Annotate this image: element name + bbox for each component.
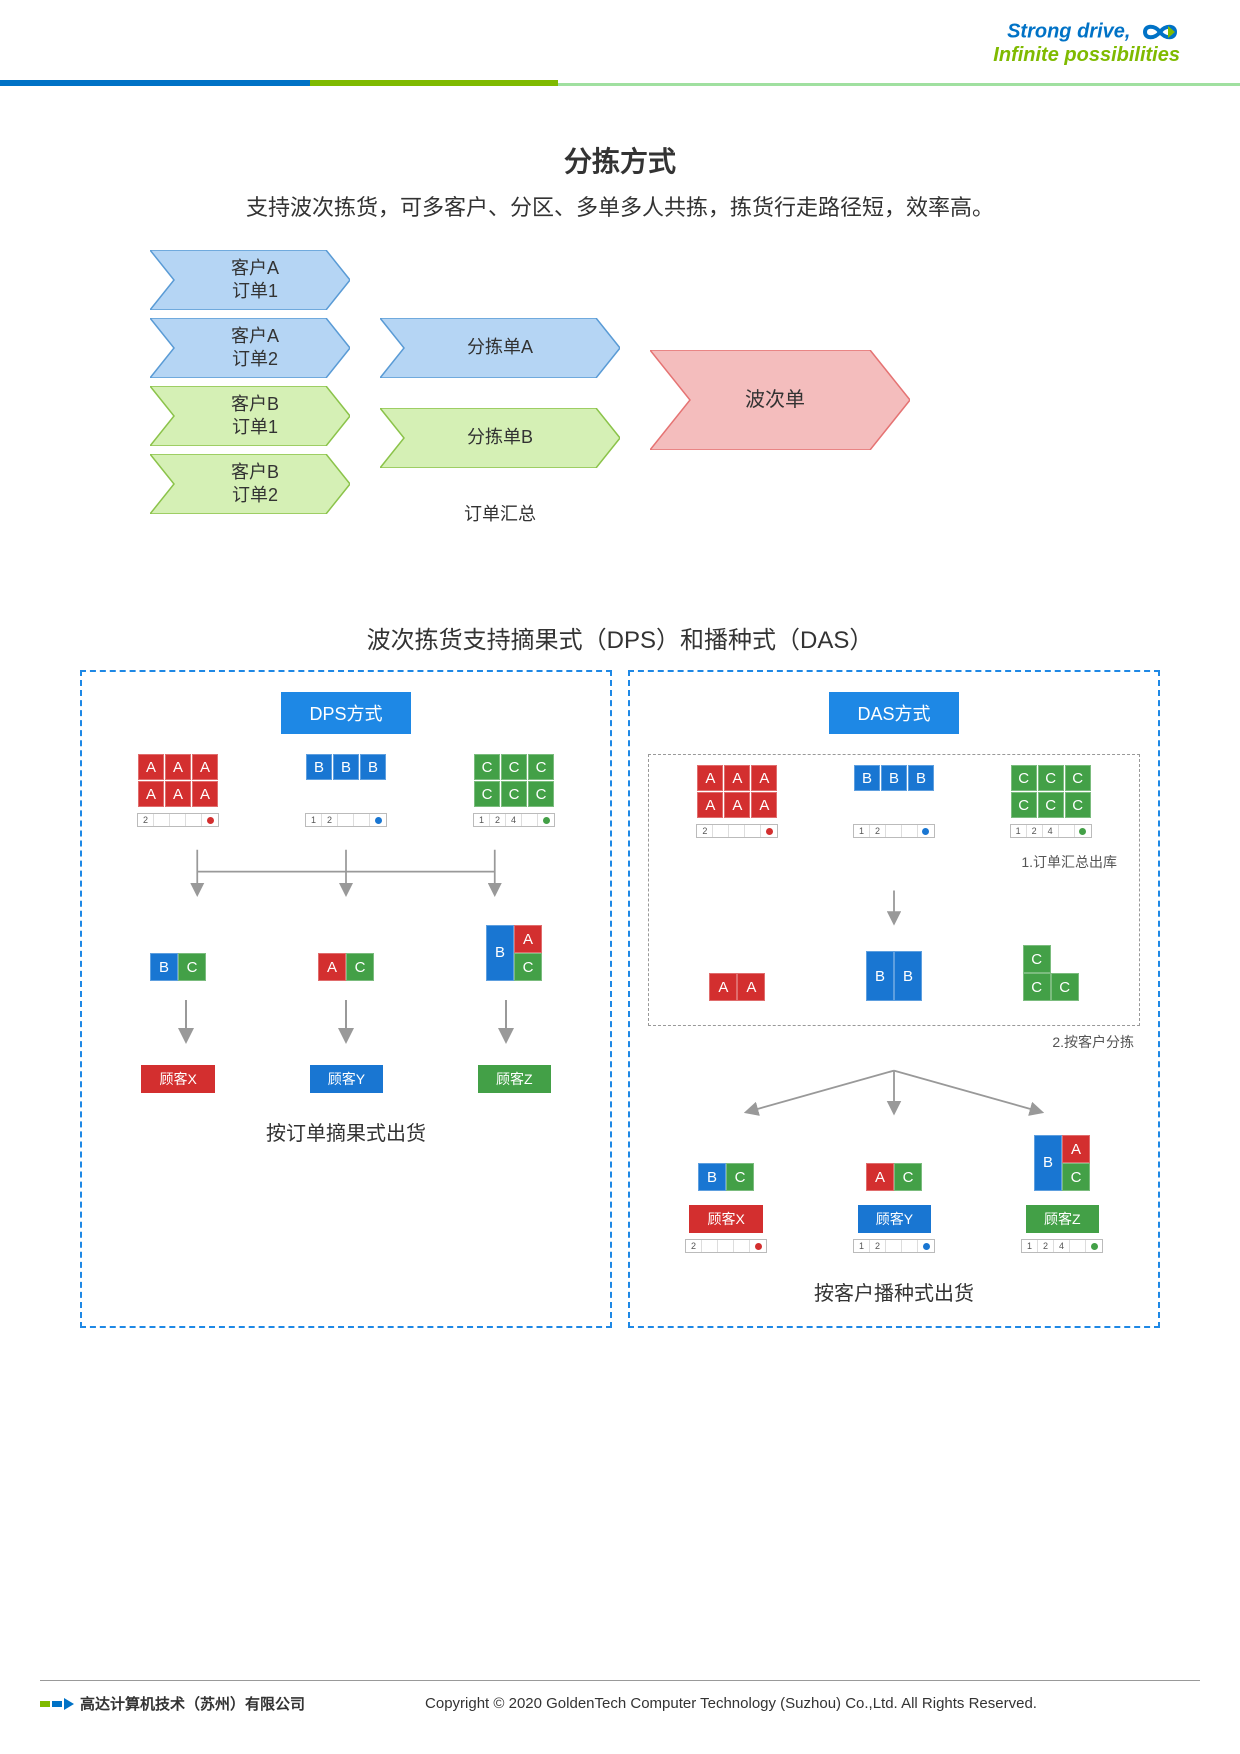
- flow-col1-3: 客户B订单2: [150, 454, 350, 514]
- bin-C: CCCCCC: [1011, 765, 1091, 818]
- indicator-strip: 12: [853, 824, 935, 838]
- flow-col2-1: 分拣单B: [380, 408, 620, 468]
- das-arrows-fan: [642, 1066, 1146, 1121]
- indicator-strip: 12: [305, 813, 387, 827]
- combo: B C: [150, 925, 206, 981]
- das-note1: 1.订单汇总出库: [659, 852, 1117, 872]
- combo: A C: [318, 953, 374, 981]
- das-panel: DAS方式AAAAAABBBCCCCCC2121241.订单汇总出库 AABBC…: [628, 670, 1160, 1328]
- bin-A: AAAAAA: [138, 754, 218, 807]
- footer-copyright: Copyright © 2020 GoldenTech Computer Tec…: [425, 1695, 1037, 1712]
- das-arrow-1: [659, 886, 1129, 931]
- indicator-strip: 2: [685, 1239, 767, 1253]
- customer-顾客X: 顾客X: [141, 1065, 214, 1093]
- dps-header: DPS方式: [281, 692, 411, 734]
- flow-col1-0: 客户A订单1: [150, 250, 350, 310]
- combo: B A C: [1034, 1135, 1090, 1191]
- customer-顾客Z: 顾客Z: [1026, 1205, 1099, 1233]
- customer-顾客Y: 顾客Y: [858, 1205, 931, 1233]
- bin-C: CCCCCC: [474, 754, 554, 807]
- page-footer: 高达计算机技术（苏州）有限公司 Copyright © 2020 GoldenT…: [40, 1680, 1200, 1714]
- das-note2: 2.按客户分拣: [642, 1032, 1134, 1052]
- indicator-strip: 2: [137, 813, 219, 827]
- page-subtitle: 支持波次拣货，可多客户、分区、多单多人共拣，拣货行走路径短，效率高。: [0, 190, 1240, 222]
- panels: DPS方式 AAAAAA BBB CCCCCC 2 12 124 B C A C B A C…: [80, 670, 1160, 1328]
- header-slogan: Strong drive, Infinite possibilities: [993, 20, 1180, 67]
- flow-col2-0: 分拣单A: [380, 318, 620, 378]
- flow-col3: 波次单: [650, 350, 910, 450]
- das-footer: 按客户播种式出货: [642, 1277, 1146, 1306]
- customer-顾客Y: 顾客Y: [310, 1065, 383, 1093]
- indicator-strip: 124: [1021, 1239, 1103, 1253]
- indicator-strip: 2: [696, 824, 778, 838]
- flow-col1-2: 客户B订单1: [150, 386, 350, 446]
- bin-A: AAAAAA: [697, 765, 777, 818]
- das-stage1: AAAAAABBBCCCCCC2121241.订单汇总出库 AABBCCC: [648, 754, 1140, 1026]
- dps-arrows-2: [94, 995, 598, 1055]
- flow-col1-1: 客户A订单2: [150, 318, 350, 378]
- indicator-strip: 124: [1010, 824, 1092, 838]
- customer-顾客Z: 顾客Z: [478, 1065, 551, 1093]
- header-bar: [0, 80, 1240, 86]
- page-title: 分拣方式: [0, 140, 1240, 180]
- bin-B: BBB: [306, 754, 386, 807]
- indicator-strip: 12: [853, 1239, 935, 1253]
- dps-footer: 按订单摘果式出货: [94, 1117, 598, 1146]
- das-header: DAS方式: [829, 692, 959, 734]
- customer-顾客X: 顾客X: [689, 1205, 762, 1233]
- mid-title: 波次拣货支持摘果式（DPS）和播种式（DAS）: [0, 620, 1240, 655]
- bin-B: BBB: [854, 765, 934, 818]
- dps-panel: DPS方式 AAAAAA BBB CCCCCC 2 12 124 B C A C B A C…: [80, 670, 612, 1328]
- combo: B A C: [486, 925, 542, 981]
- flow-col2-caption: 订单汇总: [380, 500, 620, 526]
- combo: B C: [698, 1135, 754, 1191]
- combo: A C: [866, 1163, 922, 1191]
- indicator-strip: 124: [473, 813, 555, 827]
- footer-logo: 高达计算机技术（苏州）有限公司: [40, 1693, 305, 1714]
- flow-diagram: 客户A订单1 客户A订单2 客户B订单1 客户B订单2 分拣单A 分拣单B 订单汇…: [120, 250, 1120, 570]
- dps-arrows: [94, 841, 598, 911]
